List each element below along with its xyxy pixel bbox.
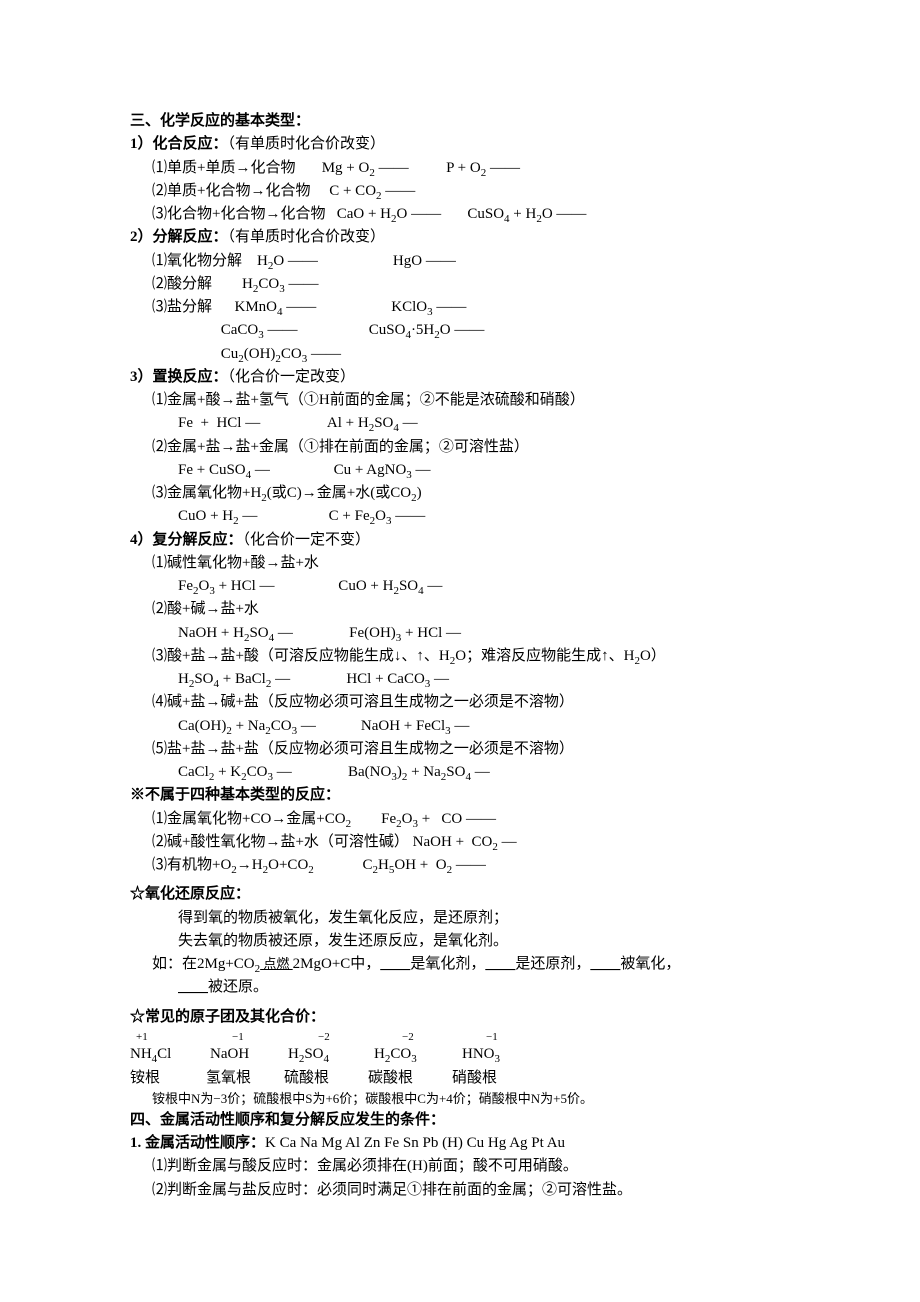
formula-4: H2CO3 <box>374 1043 417 1066</box>
s3-title: 3）置换反应： <box>130 369 228 385</box>
s1-l1a: ⑴单质+单质→化合物 <box>152 160 295 176</box>
section-2: 2）分解反应：（有单质时化合价改变） ⑴氧化物分解 H2O —— HgO —— … <box>130 226 790 366</box>
s3-l1b: Fe + HCl — Al + H2SO4 — <box>130 412 790 435</box>
ions-names: 铵根 氢氧根 硫酸根 碳酸根 硝酸根 <box>130 1067 790 1087</box>
ions-title: ☆常见的原子团及其化合价： <box>130 1006 790 1029</box>
condition-label: 点燃 <box>260 956 293 971</box>
heading-4: 四、金属活动性顺序和复分解反应发生的条件： <box>130 1109 790 1132</box>
s3-l3b: CuO + H2 — C + Fe2O3 —— <box>130 505 790 528</box>
s2-l4: CaCO3 —— CuSO4·5H2O —— <box>130 319 790 342</box>
s3-note: （化合价一定改变） <box>228 369 356 385</box>
activity-title: 1. 金属活动性顺序：K Ca Na Mg Al Zn Fe Sn Pb (H)… <box>130 1132 790 1155</box>
s3-l3: ⑶金属氧化物+H2(或C)→金属+水(或CO2) <box>130 482 790 505</box>
s4-l5b: CaCl2 + K2CO3 — Ba(NO3)2 + Na2SO4 — <box>130 761 790 784</box>
s4-l3b: H2SO4 + BaCl2 — HCl + CaCO3 — <box>130 668 790 691</box>
s4-note: （化合价一定不变） <box>243 532 371 548</box>
name-2: 氢氧根 <box>206 1067 251 1090</box>
s4-title: 4）复分解反应： <box>130 532 243 548</box>
redox-l1: 得到氧的物质被氧化，发生氧化反应，是还原剂； <box>130 907 790 930</box>
s2-l1: ⑴氧化物分解 H2O —— HgO —— <box>130 250 790 273</box>
s1-title: 1）化合反应： <box>130 136 228 152</box>
redox-title: ☆氧化还原反应： <box>130 883 790 906</box>
extra-l2: ⑵碱+酸性氧化物→盐+水（可溶性碱） NaOH + CO2 — <box>130 831 790 854</box>
formula-5: HNO3 <box>462 1043 500 1066</box>
extra-title: ※不属于四种基本类型的反应： <box>130 784 790 807</box>
s1-l2a: ⑵单质+化合物→化合物 <box>152 183 310 199</box>
activity-l2: ⑵判断金属与盐反应时：必须同时满足①排在前面的金属；②可溶性盐。 <box>130 1179 790 1202</box>
s2-l3: ⑶盐分解 KMnO4 —— KClO3 —— <box>130 296 790 319</box>
formula-1: NH4Cl <box>130 1043 171 1066</box>
extra-l1: ⑴金属氧化物+CO→金属+CO2 Fe2O3 + CO —— <box>130 808 790 831</box>
s1-l3: ⑶化合物+化合物→化合物 CaO + H2O —— CuSO4 + H2O —— <box>130 203 790 226</box>
s3-l1: ⑴金属+酸→盐+氢气（①H前面的金属；②不能是浓硫酸和硝酸） <box>130 389 790 412</box>
s1-l2: ⑵单质+化合物→化合物 C + CO2 —— <box>130 180 790 203</box>
heading-3: 三、化学反应的基本类型： <box>130 110 790 133</box>
blank-2: ＿＿ <box>485 956 515 972</box>
blank-4: ＿＿ <box>178 979 208 995</box>
s3-l2b: Fe + CuSO4 — Cu + AgNO3 — <box>130 459 790 482</box>
activity-l1: ⑴判断金属与酸反应时：金属必须排在(H)前面；酸不可用硝酸。 <box>130 1155 790 1178</box>
s4-l5: ⑸盐+盐→盐+盐（反应物必须可溶且生成物之一必须是不溶物） <box>130 738 790 761</box>
blank-3: ＿＿ <box>590 956 620 972</box>
s4-l1: ⑴碱性氧化物+酸→盐+水 <box>130 552 790 575</box>
ions-charges: +1 −1 −2 −2 −1 <box>130 1029 790 1043</box>
blank-1: ＿＿ <box>380 956 410 972</box>
extra-l3: ⑶有机物+O2→H2O+CO2 C2H5OH + O2 —— <box>130 854 790 877</box>
section-3: 3）置换反应：（化合价一定改变） ⑴金属+酸→盐+氢气（①H前面的金属；②不能是… <box>130 366 790 529</box>
s2-l2: ⑵酸分解 H2CO3 —— <box>130 273 790 296</box>
redox-l4: ＿＿被还原。 <box>130 976 790 999</box>
s4-l2: ⑵酸+碱→盐+水 <box>130 598 790 621</box>
redox-l3: 如：在2Mg+CO2 点燃 2MgO+C中，＿＿是氧化剂，＿＿是还原剂，＿＿被氧… <box>130 953 790 976</box>
formula-3: H2SO4 <box>288 1043 329 1066</box>
s1-l1: ⑴单质+单质→化合物 Mg + O2 —— P + O2 —— <box>130 157 790 180</box>
s3-l2: ⑵金属+盐→盐+金属（①排在前面的金属；②可溶性盐） <box>130 436 790 459</box>
formula-2: NaOH <box>210 1043 249 1066</box>
name-5: 硝酸根 <box>452 1067 497 1090</box>
s2-note: （有单质时化合价改变） <box>228 229 386 245</box>
s4-l4b: Ca(OH)2 + Na2CO3 — NaOH + FeCl3 — <box>130 715 790 738</box>
s1-note: （有单质时化合价改变） <box>228 136 386 152</box>
ions-note: 铵根中N为−3价；硫酸根中S为+6价；碳酸根中C为+4价；硝酸根中N为+5价。 <box>130 1089 790 1109</box>
redox-l2: 失去氧的物质被还原，发生还原反应，是氧化剂。 <box>130 930 790 953</box>
name-1: 铵根 <box>130 1067 160 1090</box>
s2-l5: Cu2(OH)2CO3 —— <box>130 343 790 366</box>
s4-l4: ⑷碱+盐→碱+盐（反应物必须可溶且生成物之一必须是不溶物） <box>130 691 790 714</box>
s4-l3: ⑶酸+盐→盐+酸（可溶反应物能生成↓、↑、H2O；难溶反应物能生成↑、H2O） <box>130 645 790 668</box>
section-1: 1）化合反应：（有单质时化合价改变） ⑴单质+单质→化合物 Mg + O2 ——… <box>130 133 790 226</box>
s2-title: 2）分解反应： <box>130 229 228 245</box>
name-4: 碳酸根 <box>368 1067 413 1090</box>
s1-l3a: ⑶化合物+化合物→化合物 <box>152 206 325 222</box>
s4-l2b: NaOH + H2SO4 — Fe(OH)3 + HCl — <box>130 622 790 645</box>
section-4: 4）复分解反应：（化合价一定不变） ⑴碱性氧化物+酸→盐+水 Fe2O3 + H… <box>130 529 790 785</box>
ions-formulas: NH4Cl NaOH H2SO4 H2CO3 HNO3 <box>130 1043 790 1063</box>
name-3: 硫酸根 <box>284 1067 329 1090</box>
s4-l1b: Fe2O3 + HCl — CuO + H2SO4 — <box>130 575 790 598</box>
